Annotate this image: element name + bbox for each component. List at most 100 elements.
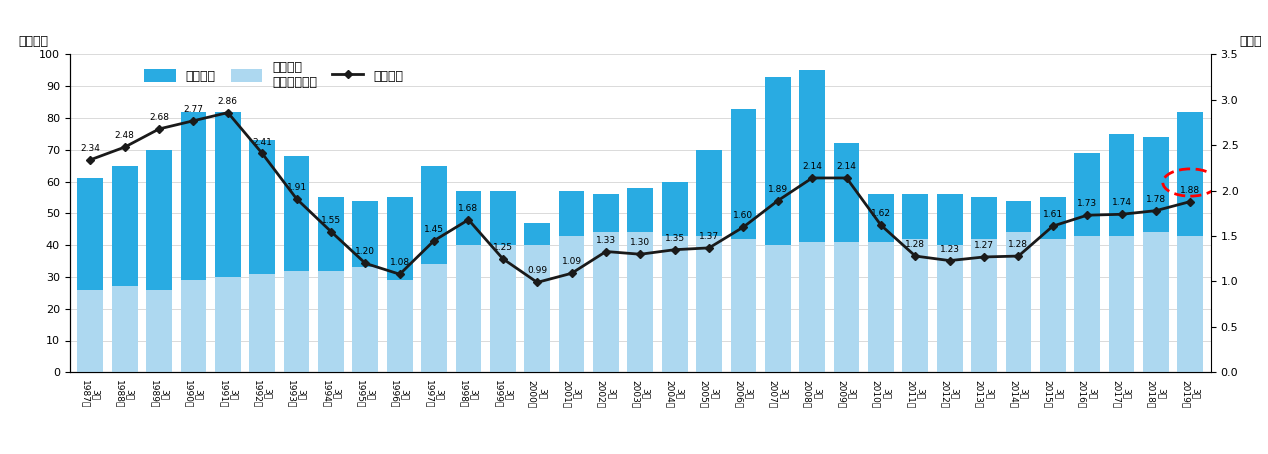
Text: 1.62: 1.62 [871,209,891,218]
Bar [696,236,721,372]
Text: 1.45: 1.45 [424,225,444,234]
Bar [112,166,138,372]
Bar [1178,236,1203,372]
Bar [1006,201,1031,372]
Text: 2.77: 2.77 [184,105,203,114]
Bar [1074,153,1101,372]
Bar [662,182,687,372]
Text: 1.78: 1.78 [1146,195,1167,204]
Bar [180,112,207,372]
Bar [489,245,516,372]
Bar [1108,134,1135,372]
Bar [146,150,172,372]
Text: 1.20: 1.20 [355,247,375,257]
Text: 1.55: 1.55 [321,216,341,225]
Bar [833,242,860,372]
Bar [180,280,207,372]
Text: 2.68: 2.68 [150,113,169,122]
Text: 1.68: 1.68 [459,204,478,213]
Text: 1.37: 1.37 [699,232,719,241]
Bar [1040,197,1065,372]
Bar [1074,236,1101,372]
Bar [593,194,619,372]
Bar [937,245,962,372]
Bar [696,150,721,372]
Bar [1006,232,1031,372]
Text: 2.48: 2.48 [115,131,134,140]
Bar [869,242,894,372]
Legend: 求人総数, 民間企業
就職希望者数, 求人倍率: 求人総数, 民間企業 就職希望者数, 求人倍率 [145,61,403,89]
Bar [628,188,653,372]
Bar [1142,232,1169,372]
Bar [903,239,928,372]
Bar [284,271,309,372]
Bar [730,109,756,372]
Bar [250,140,275,372]
Text: 1.30: 1.30 [630,238,650,247]
Text: 1.25: 1.25 [493,243,512,252]
Bar [903,194,928,372]
Text: 1.09: 1.09 [562,257,582,266]
Bar [216,112,241,372]
Text: 2.34: 2.34 [80,144,100,153]
Bar [112,286,138,372]
Bar [730,239,756,372]
Text: 1.08: 1.08 [389,258,410,267]
Bar [77,290,103,372]
Text: 1.27: 1.27 [974,241,994,250]
Bar [1142,137,1169,372]
Text: 1.28: 1.28 [1008,240,1028,249]
Bar [559,191,585,372]
Bar [353,267,378,372]
Text: 2.86: 2.86 [218,97,238,106]
Bar [937,194,962,372]
Bar [353,201,378,372]
Text: 2.41: 2.41 [252,138,273,147]
Text: 1.88: 1.88 [1181,186,1201,195]
Bar [318,271,344,372]
Bar [250,274,275,372]
Text: 0.99: 0.99 [527,266,548,276]
Bar [1040,239,1065,372]
Bar [455,245,482,372]
Bar [662,236,687,372]
Text: 1.60: 1.60 [733,211,753,220]
Bar [77,178,103,372]
Bar [628,232,653,372]
Bar [869,194,894,372]
Bar [593,232,619,372]
Text: 1.89: 1.89 [767,185,787,194]
Bar [799,242,825,372]
Bar [525,223,550,372]
Bar [1108,236,1135,372]
Bar [455,191,482,372]
Text: 1.74: 1.74 [1112,198,1131,207]
Bar [146,290,172,372]
Bar [525,245,550,372]
Bar [971,197,997,372]
Text: 2.14: 2.14 [803,162,822,171]
Bar [971,239,997,372]
Text: （万人）: （万人） [18,35,48,48]
Bar [421,166,448,372]
Bar [387,280,412,372]
Bar [387,197,412,372]
Text: 1.73: 1.73 [1077,199,1097,208]
Text: 1.23: 1.23 [940,245,960,254]
Text: 1.61: 1.61 [1042,210,1063,219]
Bar [216,277,241,372]
Bar [489,191,516,372]
Text: 1.28: 1.28 [905,240,926,249]
Text: （倍）: （倍） [1240,35,1262,48]
Bar [318,197,344,372]
Bar [799,70,825,372]
Text: 1.91: 1.91 [287,183,307,192]
Bar [1178,112,1203,372]
Bar [765,245,791,372]
Text: 1.35: 1.35 [664,234,685,243]
Bar [284,156,309,372]
Bar [559,236,585,372]
Text: 2.14: 2.14 [837,162,856,171]
Bar [421,264,448,372]
Text: 1.33: 1.33 [596,236,616,245]
